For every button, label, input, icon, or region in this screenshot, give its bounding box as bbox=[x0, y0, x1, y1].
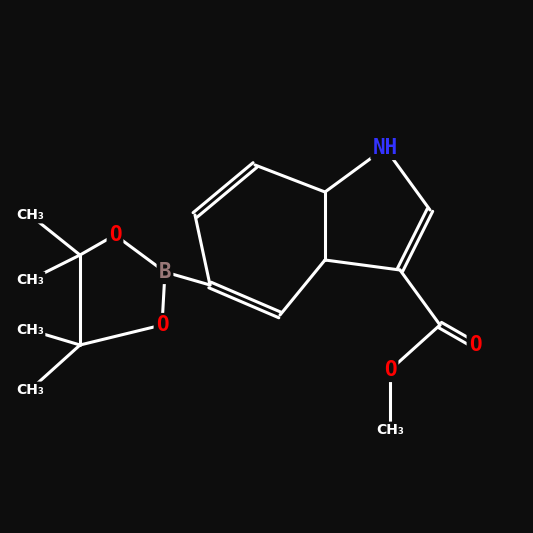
Text: CH₃: CH₃ bbox=[16, 273, 44, 287]
Text: NH: NH bbox=[373, 138, 398, 158]
Text: CH₃: CH₃ bbox=[16, 208, 44, 222]
Text: O: O bbox=[109, 225, 122, 245]
Text: O: O bbox=[469, 335, 481, 355]
Text: CH₃: CH₃ bbox=[16, 383, 44, 397]
Text: CH₃: CH₃ bbox=[376, 423, 404, 437]
Text: O: O bbox=[384, 360, 397, 380]
Text: O: O bbox=[156, 315, 168, 335]
Text: B: B bbox=[159, 262, 171, 282]
Text: CH₃: CH₃ bbox=[16, 323, 44, 337]
